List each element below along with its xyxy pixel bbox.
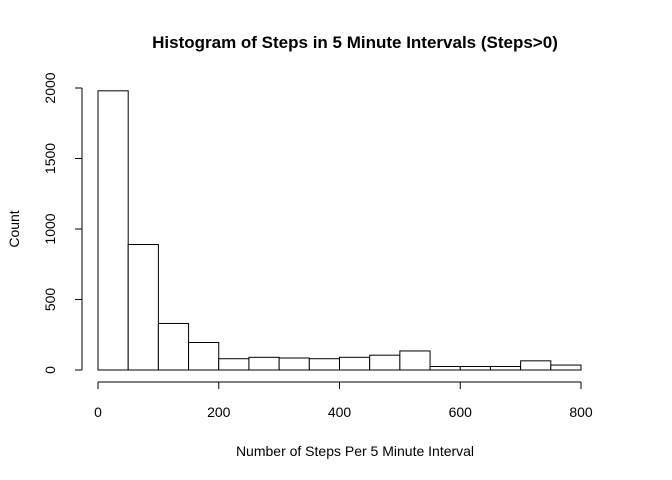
bars-group	[97, 90, 582, 371]
y-axis-label: Count	[6, 210, 22, 247]
histogram-bar-12	[459, 365, 491, 371]
histogram-bar-11	[429, 365, 461, 371]
x-tick-label-0: 0	[94, 404, 102, 420]
histogram-bar-14	[520, 360, 552, 371]
histogram-bar-6	[278, 357, 310, 371]
y-tick-label-3: 1500	[42, 143, 58, 174]
x-axis: 0 200 400 600 800	[94, 381, 593, 420]
chart-title: Histogram of Steps in 5 Minute Intervals…	[152, 33, 558, 52]
x-tick-label-2: 400	[328, 404, 352, 420]
histogram-bar-15	[550, 364, 582, 371]
y-tick-label-2: 1000	[42, 213, 58, 244]
y-tick-label-1: 500	[42, 288, 58, 312]
histogram-bar-1	[127, 244, 159, 371]
histogram-bar-9	[369, 354, 401, 371]
y-tick-label-4: 2000	[42, 72, 58, 103]
histogram-bar-3	[188, 342, 220, 371]
histogram-bar-0	[97, 90, 129, 371]
histogram-bar-7	[308, 358, 340, 371]
histogram-bar-4	[218, 358, 250, 371]
histogram-bar-8	[339, 356, 371, 371]
histogram-bar-2	[157, 322, 190, 371]
y-tick-label-0: 0	[42, 366, 58, 374]
x-tick-label-4: 800	[569, 404, 593, 420]
y-axis: 0 500 1000 1500 2000	[42, 72, 83, 374]
histogram-bar-13	[489, 365, 522, 371]
x-axis-label: Number of Steps Per 5 Minute Interval	[236, 443, 474, 459]
histogram-bar-10	[399, 350, 431, 371]
x-tick-label-3: 600	[449, 404, 473, 420]
x-tick-label-1: 200	[207, 404, 231, 420]
histogram-bar-5	[248, 356, 280, 371]
